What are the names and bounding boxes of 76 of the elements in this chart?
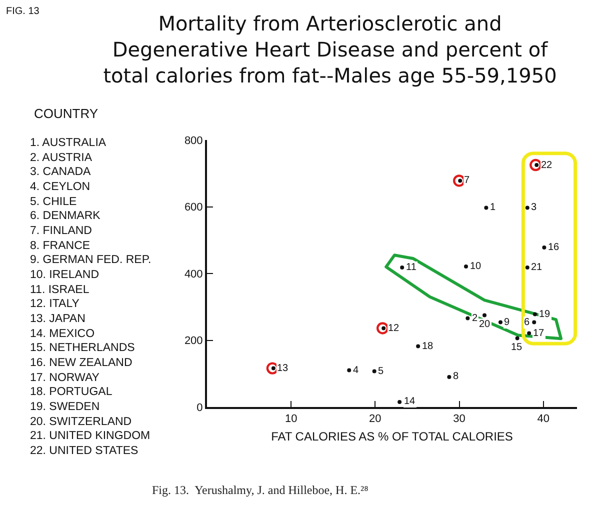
annotation: 14 — [404, 396, 416, 407]
caption: Fig. 13. Yerushalmy, J. and Hilleboe, H. E.²⁸ — [152, 483, 368, 497]
text: 11. ISRAEL — [30, 284, 90, 296]
annotation: 9 — [504, 317, 510, 328]
x-tick-label: 10 — [284, 413, 298, 426]
x-axis-title: FAT CALORIES AS % OF TOTAL CALORIES — [271, 430, 513, 444]
y-tick-label: 200 — [184, 335, 203, 348]
y-tick-label: 800 — [184, 134, 203, 147]
annotation: 6 — [524, 317, 530, 328]
x-tick-label: 40 — [537, 413, 550, 426]
annotation: 3 — [531, 202, 537, 213]
text: 14. MEXICO — [30, 328, 95, 340]
point — [372, 369, 376, 374]
text: 4. CEYLON — [30, 181, 90, 193]
annotation: 2 — [472, 313, 478, 324]
x-tick-label: 20 — [369, 413, 382, 426]
text: 17. NORWAY — [30, 372, 100, 384]
annotation: 11 — [406, 262, 417, 273]
point — [525, 206, 530, 210]
text: COUNTRY — [34, 106, 98, 121]
annotation: 1 — [490, 202, 496, 213]
text: 21. UNITED KINGDOM — [30, 430, 150, 442]
x-tick-label: 30 — [453, 413, 466, 426]
point — [400, 265, 404, 270]
text: 3. CANADA — [30, 166, 92, 178]
annotation: 22 — [541, 160, 553, 171]
text: 10. IRELAND — [30, 269, 100, 281]
annotation: 8 — [453, 371, 459, 382]
point — [398, 400, 402, 404]
annotation: 16 — [548, 242, 560, 253]
point — [466, 316, 470, 320]
caption: FIG. 13 — [6, 6, 40, 17]
annotation: 17 — [533, 328, 545, 339]
text: 15. NETHERLANDS — [30, 342, 136, 354]
annotation: 19 — [539, 309, 551, 320]
annotation: 7 — [464, 175, 470, 186]
text: 13. JAPAN — [30, 313, 86, 325]
text: 5. CHILE — [30, 196, 77, 208]
point — [527, 331, 532, 336]
point — [447, 374, 452, 379]
chart-title: Mortality from Arteriosclerotic and Degenerative Heart Disease and percent of total calories from fat--Males age 55-59,1950 — [103, 12, 557, 88]
text: 16. NEW ZEALAND — [30, 357, 132, 369]
text: 19. SWEDEN — [30, 401, 100, 413]
point — [347, 368, 352, 372]
text: 7. FINLAND — [30, 225, 92, 237]
point — [515, 336, 520, 340]
y-tick-label: 400 — [184, 268, 203, 280]
point — [525, 265, 530, 270]
annotation: 18 — [422, 341, 434, 352]
annotation: 21 — [531, 262, 543, 273]
point — [416, 344, 420, 348]
point — [484, 206, 488, 210]
text: 9. GERMAN FED. REP. — [30, 254, 152, 266]
point — [498, 320, 502, 324]
point — [532, 312, 537, 316]
point — [482, 313, 486, 318]
text: 12. ITALY — [30, 298, 80, 310]
annotation: 4 — [353, 365, 359, 376]
y-tick-label: 0 — [196, 402, 203, 414]
annotation: 13 — [277, 363, 289, 374]
text: 8. FRANCE — [30, 240, 90, 252]
annotation: 10 — [470, 261, 482, 272]
annotation: 5 — [378, 366, 384, 377]
y-tick-label: 600 — [184, 202, 203, 214]
point — [532, 320, 536, 324]
point — [464, 264, 468, 268]
text: 2. AUSTRIA — [30, 152, 92, 164]
annotation: 15 — [511, 342, 523, 353]
text: 22. UNITED STATES — [30, 445, 139, 457]
annotation: 12 — [388, 323, 400, 334]
annotation: 20 — [479, 319, 491, 330]
text: 1. AUSTRALIA — [30, 137, 106, 149]
text: 18. PORTUGAL — [30, 386, 113, 398]
text: 20. SWITZERLAND — [30, 416, 132, 428]
point — [542, 245, 546, 250]
text: 6. DENMARK — [30, 210, 101, 222]
